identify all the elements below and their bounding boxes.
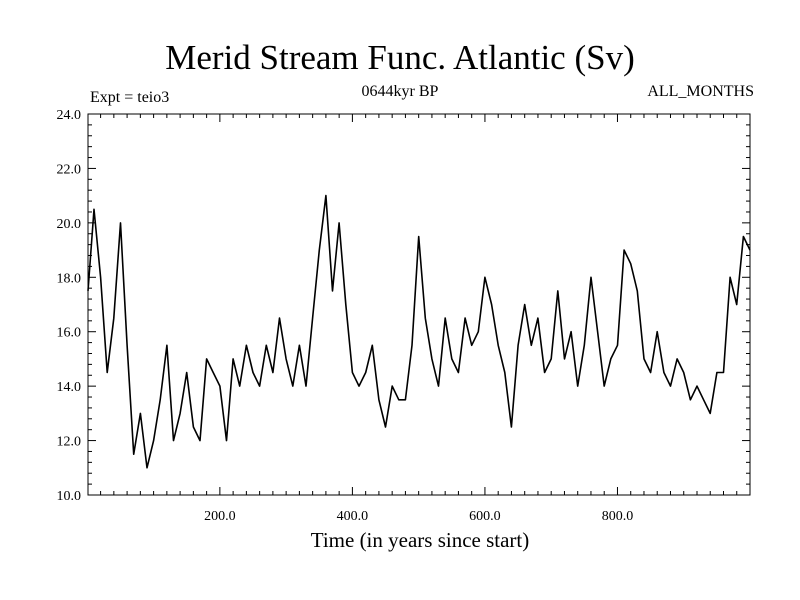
y-tick-label: 22.0: [57, 162, 82, 177]
x-tick-label: 800.0: [602, 509, 634, 524]
y-tick-label: 24.0: [57, 108, 82, 123]
x-tick-label: 400.0: [337, 509, 369, 524]
y-tick-label: 14.0: [57, 380, 82, 395]
y-tick-label: 16.0: [57, 326, 82, 341]
experiment-label: Expt = teio3: [90, 89, 170, 106]
data-series: [87, 194, 751, 469]
chart-subtitle: 0644kyr BP: [361, 83, 439, 100]
y-tick-label: 10.0: [57, 489, 82, 504]
plot-frame: [87, 113, 751, 496]
y-tick-label: 20.0: [57, 217, 82, 232]
axis-ticks: [88, 113, 750, 496]
y-tick-label: 18.0: [57, 271, 82, 286]
months-label: ALL_MONTHS: [647, 83, 754, 100]
y-tick-label: 12.0: [57, 435, 82, 450]
x-tick-label: 600.0: [469, 509, 501, 524]
x-tick-label: 200.0: [204, 509, 236, 524]
chart-title: Merid Stream Func. Atlantic (Sv): [165, 38, 635, 77]
series-line: [87, 194, 751, 469]
x-axis-label: Time (in years since start): [310, 528, 530, 552]
axis-tick-labels: 200.0 400.0 600.0 800.0 10.0 12.0 14.0 16.0 18.0…: [57, 108, 634, 524]
